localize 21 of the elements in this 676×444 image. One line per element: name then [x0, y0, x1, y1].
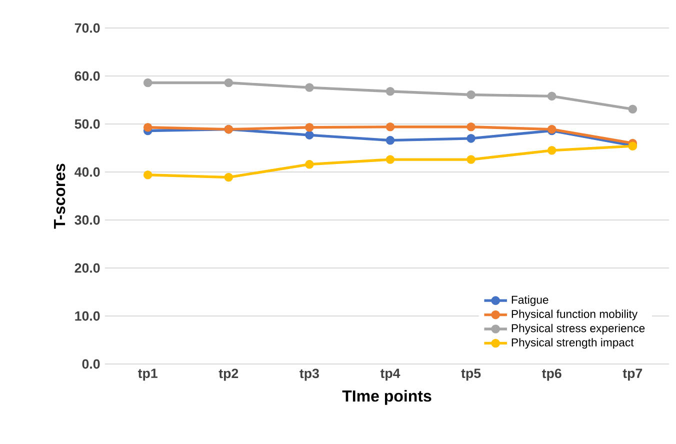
- legend-label: Physical function mobility: [512, 310, 638, 320]
- x-tick-label: tp1: [138, 368, 158, 381]
- y-axis-title: T-scores: [54, 164, 66, 229]
- y-tick-label: 40.0: [74, 167, 100, 177]
- x-tick-label: tp3: [300, 368, 319, 381]
- y-tick-label: 30.0: [74, 215, 100, 225]
- x-tick-label: tp4: [380, 368, 400, 381]
- x-tick-label: tp5: [461, 368, 481, 381]
- y-tick-label: 10.0: [75, 311, 100, 321]
- legend-label: Physical strength impact: [512, 338, 634, 349]
- legend-label: Fatigue: [512, 295, 548, 306]
- x-axis-title: TIme points: [342, 390, 432, 405]
- y-tick-label: 60.0: [74, 71, 100, 81]
- y-tick-label: 50.0: [74, 119, 100, 129]
- x-tick-label: tp2: [218, 368, 238, 381]
- y-tick-label: 20.0: [74, 263, 100, 273]
- x-tick-label: tp7: [622, 368, 642, 381]
- legend-label: Physical stress experience: [512, 324, 645, 334]
- y-tick-label: 70.0: [74, 23, 100, 33]
- y-tick-label: 0.0: [82, 359, 100, 369]
- x-tick-label: tp6: [542, 368, 562, 381]
